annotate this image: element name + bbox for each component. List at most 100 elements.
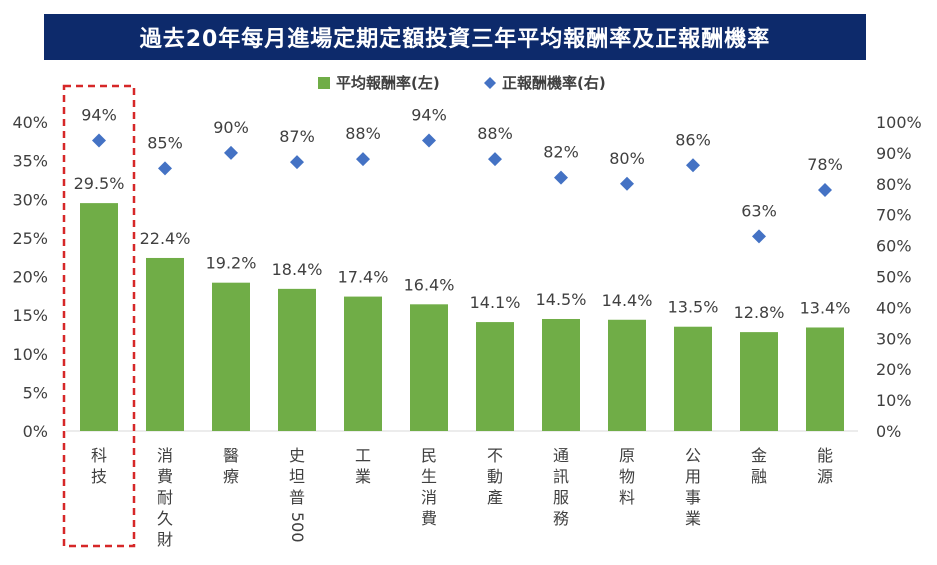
chart-title: 過去20年每月進場定期定額投資三年平均報酬率及正報酬機率 (44, 14, 866, 60)
scatter-data-label: 86% (675, 130, 711, 149)
scatter-data-label: 94% (411, 106, 447, 125)
legend-label-scatter: 正報酬機率(右) (502, 74, 606, 92)
bar-data-label: 29.5% (74, 174, 125, 193)
legend-marker-scatter (484, 77, 496, 89)
x-tick-label-char: 用 (685, 467, 701, 486)
bar-data-label: 16.4% (404, 275, 455, 294)
x-tick-label-char: 生 (421, 467, 437, 486)
bar (146, 257, 184, 431)
scatter-point (620, 176, 634, 191)
scatter-point (686, 158, 700, 173)
bar-data-label: 19.2% (206, 254, 257, 273)
x-tick-label-char: 技 (91, 467, 107, 486)
scatter-data-label: 63% (741, 201, 777, 220)
scatter-point (224, 145, 238, 160)
y-right-tick-label: 70% (876, 206, 912, 225)
bar-data-label: 17.4% (338, 268, 389, 287)
x-tick-label-char: 業 (355, 467, 371, 486)
bar (674, 326, 712, 431)
scatter-point (422, 133, 436, 148)
bar (80, 203, 118, 431)
x-tick-label-char: 金 (751, 446, 767, 465)
x-tick-label-char: 通 (553, 446, 569, 465)
x-tick-label-char: 能 (817, 446, 833, 465)
bar-data-label: 13.5% (668, 298, 719, 317)
scatter-point (158, 161, 172, 176)
x-tick-label-char: 不 (487, 446, 503, 465)
y-left-tick-label: 5% (23, 383, 48, 402)
scatter-data-label: 88% (477, 124, 513, 143)
scatter-data-label: 90% (213, 118, 249, 137)
y-right-tick-label: 0% (876, 422, 901, 441)
bar (410, 304, 448, 431)
scatter-data-label: 82% (543, 143, 579, 162)
scatter-data-label: 94% (81, 106, 117, 125)
y-left-tick-label: 15% (12, 306, 48, 325)
x-tick-label-char: 源 (817, 467, 833, 486)
y-right-tick-label: 50% (876, 268, 912, 287)
scatter-point (92, 133, 106, 148)
x-tick-label-char: 科 (91, 446, 107, 465)
bar (212, 282, 250, 431)
bar-data-label: 13.4% (800, 298, 851, 317)
x-tick-label-char: 公 (685, 446, 701, 465)
x-tick-label-char: 務 (553, 509, 569, 528)
x-tick-label-char: 久 (157, 509, 173, 528)
bar (542, 318, 580, 431)
x-tick-label-char: 費 (421, 509, 437, 528)
y-right-tick-label: 80% (876, 175, 912, 194)
x-tick-label-char: 民 (421, 446, 437, 465)
y-left-tick-label: 30% (12, 190, 48, 209)
x-tick-label-char: 消 (421, 488, 437, 507)
scatter-point (488, 152, 502, 167)
scatter-point (752, 229, 766, 244)
y-left-tick-label: 10% (12, 345, 48, 364)
x-tick-label-char: 醫 (223, 446, 239, 465)
x-tick-label-char: 費 (157, 467, 173, 486)
x-tick-label-char: 普 (289, 488, 305, 507)
legend-swatch-bar (318, 77, 330, 89)
scatter-point (356, 152, 370, 167)
scatter-data-label: 85% (147, 133, 183, 152)
y-left-tick-label: 0% (23, 422, 48, 441)
x-tick-label-char: 消 (157, 446, 173, 465)
x-tick-label-char: 耐 (157, 488, 173, 507)
x-tick-label-char: 服 (553, 488, 569, 507)
x-tick-label-char: 財 (157, 530, 173, 549)
y-right-tick-label: 100% (876, 113, 922, 132)
y-left-tick-label: 20% (12, 268, 48, 287)
bar-data-label: 12.8% (734, 303, 785, 322)
y-left-tick-label: 35% (12, 152, 48, 171)
bar (278, 288, 316, 431)
y-right-tick-label: 10% (876, 391, 912, 410)
highlight-box (62, 84, 136, 548)
y-right-tick-label: 60% (876, 237, 912, 256)
bar-data-label: 18.4% (272, 260, 323, 279)
bar (740, 332, 778, 431)
bar (344, 296, 382, 431)
x-tick-label-char: 訊 (553, 467, 569, 486)
x-tick-label-char: 療 (223, 467, 239, 486)
x-tick-label-char: 原 (619, 446, 635, 465)
x-tick-label-char: 料 (619, 488, 635, 507)
x-tick-label-char: 業 (685, 509, 701, 528)
y-right-tick-label: 30% (876, 329, 912, 348)
x-tick-label-char: 工 (355, 446, 371, 465)
bar-data-label: 14.1% (470, 293, 521, 312)
bar-data-label: 22.4% (140, 229, 191, 248)
legend-label-bar: 平均報酬率(左) (336, 74, 440, 92)
x-tick-label-char: 物 (619, 467, 635, 486)
x-tick-label-char: 融 (751, 467, 767, 486)
y-left-tick-label: 25% (12, 229, 48, 248)
y-right-tick-label: 90% (876, 144, 912, 163)
x-tick-label-digits: 500 (288, 512, 307, 543)
bar (608, 319, 646, 431)
scatter-point (290, 155, 304, 170)
scatter-data-label: 88% (345, 124, 381, 143)
y-left-tick-label: 40% (12, 113, 48, 132)
scatter-data-label: 78% (807, 155, 843, 174)
scatter-data-label: 80% (609, 149, 645, 168)
bar (476, 322, 514, 431)
scatter-point (818, 182, 832, 197)
